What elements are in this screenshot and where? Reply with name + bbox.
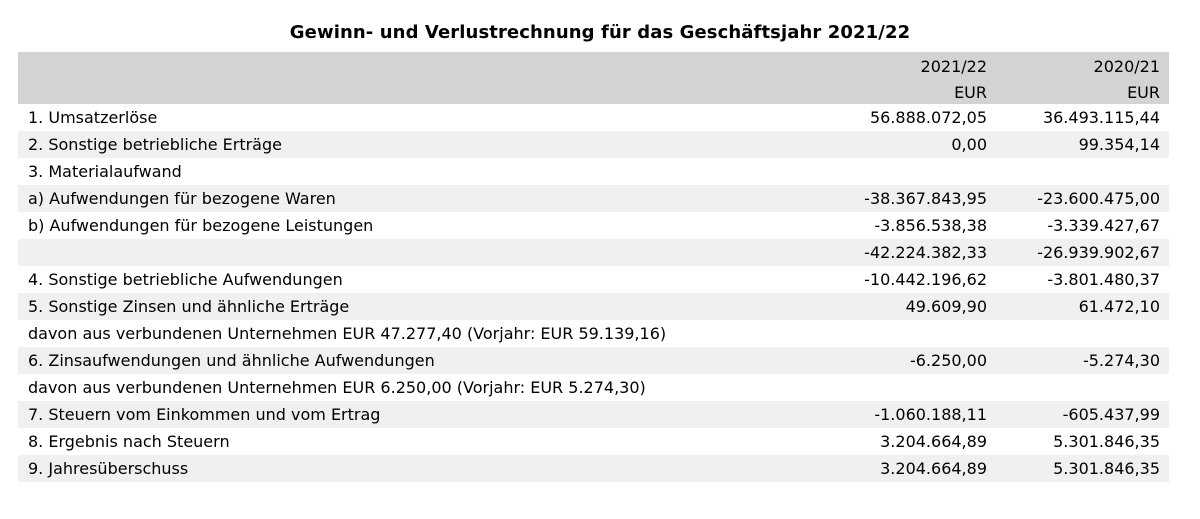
row-value-current: -1.060.188,11 xyxy=(874,405,987,424)
table-row: davon aus verbundenen Unternehmen EUR 6.… xyxy=(18,374,1169,401)
header-year-previous: 2020/21 xyxy=(1093,57,1160,76)
row-label: 1. Umsatzerlöse xyxy=(28,108,158,127)
table-row: 3. Materialaufwand xyxy=(18,158,1169,185)
page-title: Gewinn- und Verlustrechnung für das Gesc… xyxy=(289,22,911,43)
row-value-previous: -23.600.475,00 xyxy=(1037,189,1160,208)
row-value-current: 49.609,90 xyxy=(905,297,987,316)
row-value-current: 3.204.664,89 xyxy=(880,432,987,451)
row-value-current: 56.888.072,05 xyxy=(869,108,987,127)
row-value-current: 0,00 xyxy=(951,135,987,154)
row-value-previous: -5.274,30 xyxy=(1082,351,1160,370)
table-row: 7. Steuern vom Einkommen und vom Ertrag … xyxy=(18,401,1169,428)
row-label: 2. Sonstige betriebliche Erträge xyxy=(28,135,282,154)
row-value-previous: 5.301.846,35 xyxy=(1053,432,1160,451)
table-row: 2. Sonstige betriebliche Erträge 0,00 99… xyxy=(18,131,1169,158)
row-label: b) Aufwendungen für bezogene Leistungen xyxy=(28,216,374,235)
row-label: a) Aufwendungen für bezogene Waren xyxy=(28,189,336,208)
table-row: 5. Sonstige Zinsen und ähnliche Erträge … xyxy=(18,293,1169,320)
row-label: davon aus verbundenen Unternehmen EUR 47… xyxy=(28,324,667,343)
income-statement-table: 2021/22 EUR 2020/21 EUR 1. Umsatzerlöse … xyxy=(18,52,1169,482)
row-label: 6. Zinsaufwendungen und ähnliche Aufwend… xyxy=(28,351,435,370)
row-value-previous: -26.939.902,67 xyxy=(1037,243,1160,262)
header-year-current: 2021/22 xyxy=(920,57,987,76)
row-value-previous: 61.472,10 xyxy=(1078,297,1160,316)
row-value-current: 3.204.664,89 xyxy=(880,459,987,478)
row-value-current: -42.224.382,33 xyxy=(864,243,987,262)
table-row: 4. Sonstige betriebliche Aufwendungen -1… xyxy=(18,266,1169,293)
table-row: 8. Ergebnis nach Steuern 3.204.664,89 5.… xyxy=(18,428,1169,455)
row-label: 9. Jahresüberschuss xyxy=(28,459,189,478)
row-value-current: -6.250,00 xyxy=(909,351,987,370)
table-header: 2021/22 EUR 2020/21 EUR xyxy=(18,52,1169,104)
table-row: davon aus verbundenen Unternehmen EUR 47… xyxy=(18,320,1169,347)
row-label: 7. Steuern vom Einkommen und vom Ertrag xyxy=(28,405,381,424)
row-value-previous: -3.801.480,37 xyxy=(1047,270,1160,289)
table-row: 1. Umsatzerlöse 56.888.072,05 36.493.115… xyxy=(18,104,1169,131)
header-unit-current: EUR xyxy=(954,83,987,102)
row-value-previous: -3.339.427,67 xyxy=(1047,216,1160,235)
row-value-previous: 99.354,14 xyxy=(1078,135,1160,154)
row-value-current: -10.442.196,62 xyxy=(864,270,987,289)
row-label: 3. Materialaufwand xyxy=(28,162,182,181)
header-unit-previous: EUR xyxy=(1127,83,1160,102)
row-label: 4. Sonstige betriebliche Aufwendungen xyxy=(28,270,343,289)
row-label: 8. Ergebnis nach Steuern xyxy=(28,432,230,451)
row-label: 5. Sonstige Zinsen und ähnliche Erträge xyxy=(28,297,350,316)
row-value-previous: 5.301.846,35 xyxy=(1053,459,1160,478)
row-value-current: -3.856.538,38 xyxy=(874,216,987,235)
table-row: -42.224.382,33 -26.939.902,67 xyxy=(18,239,1169,266)
row-value-current: -38.367.843,95 xyxy=(864,189,987,208)
table-row: 9. Jahresüberschuss 3.204.664,89 5.301.8… xyxy=(18,455,1169,482)
table-row: 6. Zinsaufwendungen und ähnliche Aufwend… xyxy=(18,347,1169,374)
row-label: davon aus verbundenen Unternehmen EUR 6.… xyxy=(28,378,646,397)
table-row: b) Aufwendungen für bezogene Leistungen … xyxy=(18,212,1169,239)
row-value-previous: 36.493.115,44 xyxy=(1042,108,1160,127)
table-row: a) Aufwendungen für bezogene Waren -38.3… xyxy=(18,185,1169,212)
row-value-previous: -605.437,99 xyxy=(1062,405,1160,424)
